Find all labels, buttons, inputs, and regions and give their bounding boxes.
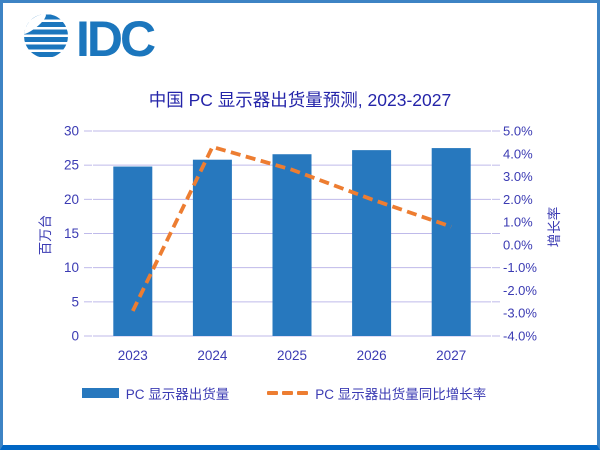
left-axis-tick-label: 15 <box>64 226 79 241</box>
right-axis-tick-label: -3.0% <box>503 306 537 321</box>
left-axis-tick-label: 10 <box>64 260 79 275</box>
right-axis-tick-label: 1.0% <box>503 215 533 230</box>
right-axis-tick-label: -1.0% <box>503 260 537 275</box>
legend-label-shipments: PC 显示器出货量 <box>125 387 230 402</box>
left-axis-tick-label: 25 <box>64 158 79 173</box>
right-axis-tick-label: 4.0% <box>503 146 533 161</box>
logo-text: IDC <box>76 10 156 67</box>
bar-2024 <box>192 159 232 336</box>
chart-legend: PC 显示器出货量 PC 显示器出货量同比增长率 <box>3 383 581 403</box>
growth-line <box>131 145 452 312</box>
right-axis-tick-label: 5.0% <box>503 124 533 139</box>
bar-2026 <box>352 150 392 336</box>
right-axis-tick-label: -4.0% <box>503 329 537 344</box>
bar-2025 <box>272 154 312 336</box>
left-axis-tick-label: 0 <box>71 329 79 344</box>
right-axis-tick-label: 2.0% <box>503 192 533 207</box>
bar-swatch-icon <box>81 388 119 398</box>
right-axis-tick-label: 0.0% <box>503 237 533 252</box>
right-axis-tick-label: 3.0% <box>503 169 533 184</box>
left-axis-tick-label: 20 <box>64 192 79 207</box>
legend-label-growth: PC 显示器出货量同比增长率 <box>315 387 487 402</box>
x-axis-label-2025: 2025 <box>277 348 307 363</box>
chart-title: 中国 PC 显示器出货量预测, 2023-2027 <box>148 90 452 110</box>
x-axis-label-2026: 2026 <box>357 348 387 363</box>
idc-logo: IDC <box>23 10 156 67</box>
right-axis-tick-label: -2.0% <box>503 283 537 298</box>
bar-2027 <box>431 148 471 336</box>
left-axis-title: 百万台 <box>38 215 53 256</box>
left-axis-tick-label: 30 <box>64 124 79 139</box>
dashed-line-swatch-icon <box>267 391 309 395</box>
right-axis-title: 增长率 <box>546 207 562 248</box>
legend-item-shipments: PC 显示器出货量 <box>81 383 230 403</box>
x-axis-label-2027: 2027 <box>436 348 466 363</box>
x-axis-label-2024: 2024 <box>197 348 228 363</box>
globe-icon <box>23 13 69 64</box>
legend-item-growth: PC 显示器出货量同比增长率 <box>267 383 486 403</box>
x-axis-label-2023: 2023 <box>118 348 148 363</box>
left-axis-tick-label: 5 <box>71 294 79 309</box>
